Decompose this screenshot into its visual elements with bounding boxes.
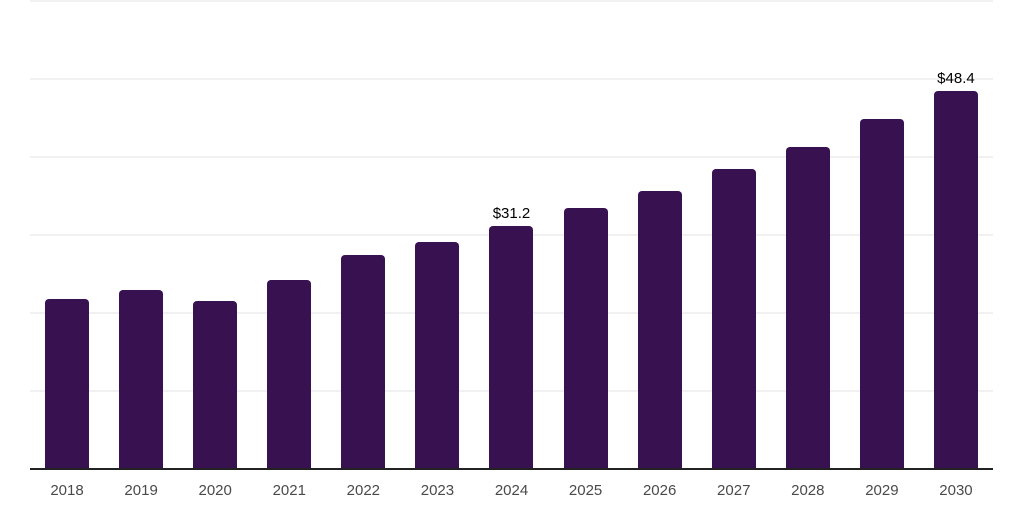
bar-slot (30, 1, 104, 469)
bar-2030 (933, 91, 978, 469)
x-tick-label: 2026 (642, 482, 677, 499)
bar-slot (845, 1, 919, 469)
bar-2022 (341, 255, 386, 469)
x-tick-label: 2022 (346, 482, 381, 499)
bar-2018 (45, 298, 90, 469)
bar-2020 (193, 301, 238, 469)
x-tick-label: 2027 (717, 482, 751, 499)
x-axis-line (30, 468, 993, 470)
bar-2023 (415, 242, 460, 469)
x-tick-label: 2029 (865, 482, 899, 499)
bar-2027 (711, 168, 756, 469)
bar-slot (178, 1, 252, 469)
data-label: $48.4 (937, 70, 975, 88)
bar-slot (252, 1, 326, 469)
bar-slot (104, 1, 178, 469)
bar-2028 (785, 146, 830, 469)
x-tick-label: 2019 (124, 482, 158, 499)
gridline (30, 0, 993, 2)
x-tick-label: 2030 (939, 482, 973, 499)
x-tick-label: 2021 (272, 482, 306, 499)
bar-slot (697, 1, 771, 469)
bar-slot: $31.2 (474, 1, 548, 469)
data-label: $31.2 (492, 204, 531, 222)
x-tick-label: 2025 (568, 482, 603, 499)
gridline (30, 156, 993, 159)
x-tick-label: 2018 (50, 482, 84, 499)
bar-2019 (119, 290, 164, 469)
gridline (30, 78, 993, 80)
bar-slot (549, 1, 623, 469)
bar-2024 (489, 225, 534, 469)
bar-slot (326, 1, 400, 469)
x-tick-label: 2028 (791, 482, 825, 499)
bar-2026 (637, 190, 682, 469)
bar-2029 (859, 118, 904, 469)
x-axis-tick-labels: 2018 2019 2020 2021 2022 2023 2024 2025 2026 2027… (30, 481, 993, 501)
x-tick-label: 2024 (494, 482, 529, 499)
x-tick-label: 2020 (198, 482, 232, 499)
x-tick-label: 2023 (420, 482, 455, 499)
bar-2025 (563, 208, 608, 469)
bar-slot (623, 1, 697, 469)
bar-2021 (267, 280, 312, 469)
bar-slot: $48.4 (919, 1, 993, 469)
plot-area: $31.2 $48.4 (30, 0, 993, 470)
bar-slot (771, 1, 845, 469)
bar-slot (400, 1, 474, 469)
